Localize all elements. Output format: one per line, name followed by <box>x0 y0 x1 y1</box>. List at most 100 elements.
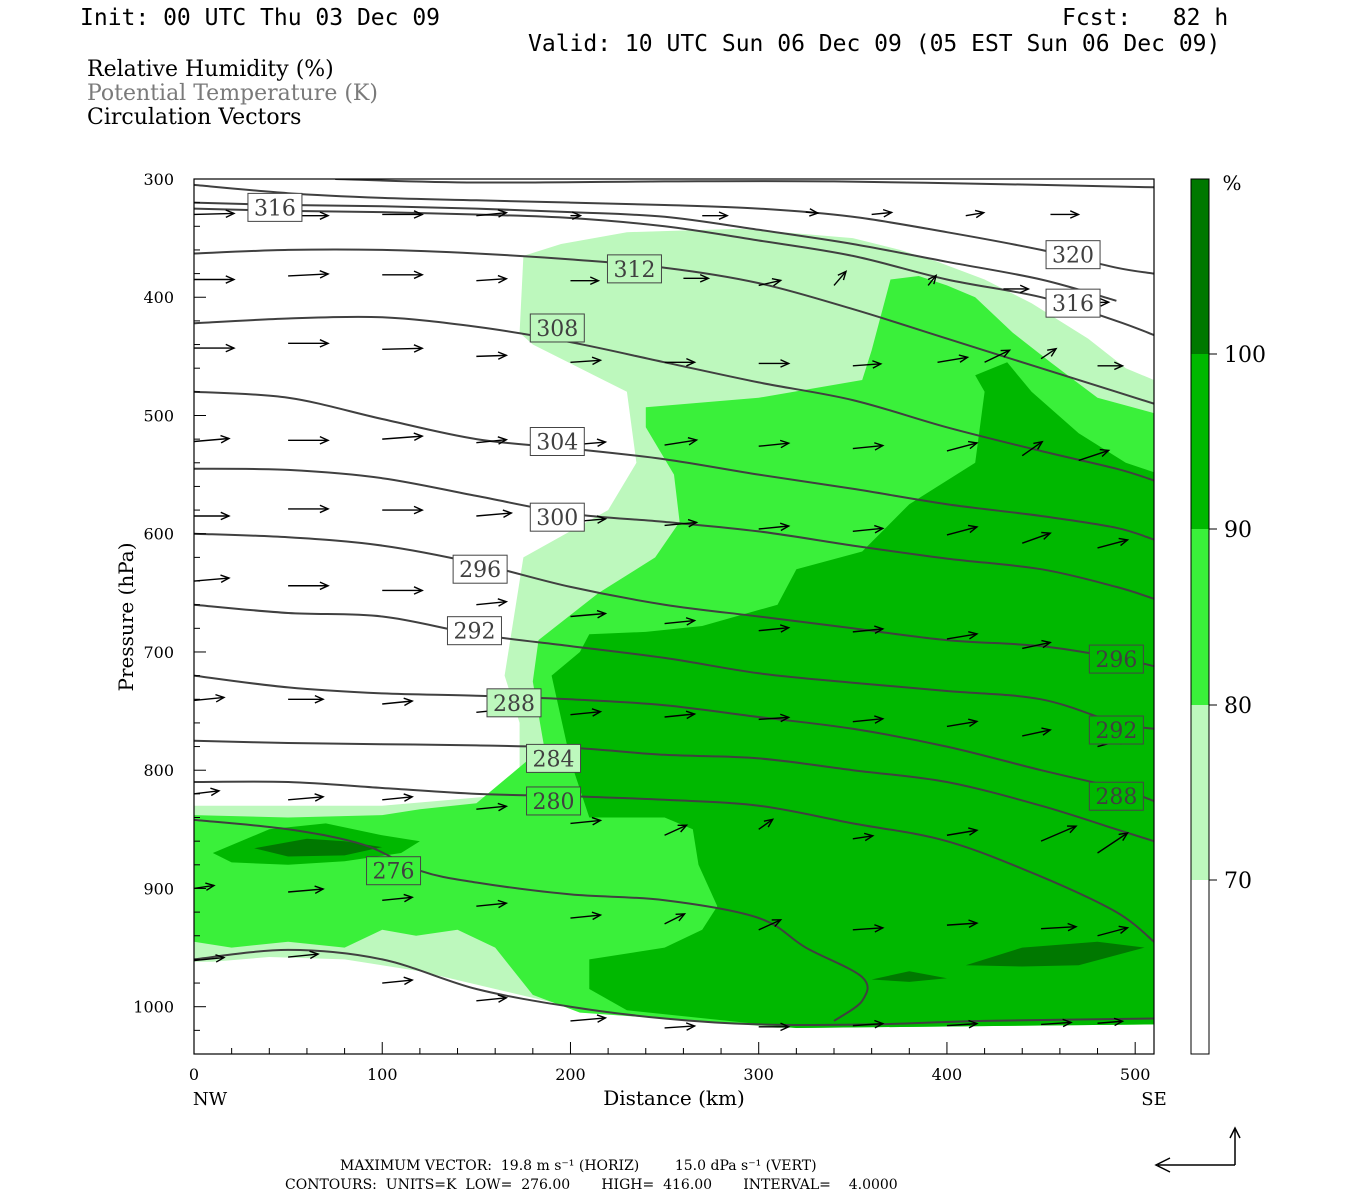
vector-arrowhead <box>314 793 325 802</box>
vector-arrowhead <box>687 518 699 528</box>
circulation-vector <box>1040 825 1077 842</box>
vector-arrowhead <box>1041 727 1052 736</box>
colorbar-segment <box>1191 529 1209 705</box>
contour-label-316: 316 <box>1052 292 1094 317</box>
vector-arrowhead <box>1067 825 1078 834</box>
vector-arrowhead <box>968 718 979 728</box>
y-tick-label: 400 <box>143 288 174 307</box>
init-time: Init: 00 UTC Thu 03 Dec 09 <box>80 5 441 31</box>
circulation-vector <box>194 696 225 702</box>
forecast-hour: Fcst: 82 h <box>1062 5 1229 31</box>
circulation-vector <box>871 211 892 216</box>
vector-arrowhead <box>1041 531 1052 540</box>
vector-arrowhead <box>403 793 414 802</box>
circulation-vector <box>476 512 512 517</box>
contour-label-284: 284 <box>533 747 575 772</box>
vector-arrowhead <box>1019 284 1031 294</box>
vector-arrowhead <box>958 354 970 363</box>
vector-arrowhead <box>1041 639 1052 649</box>
vector-arrowhead <box>779 522 791 532</box>
y-tick-label: 900 <box>143 879 174 898</box>
vector-arrowhead <box>1062 1018 1073 1028</box>
rh-region-100 <box>965 941 1145 967</box>
theta-contour-324 <box>335 179 1154 189</box>
vector-arrowhead <box>1033 440 1044 450</box>
circulation-vector <box>833 270 847 286</box>
contour-label-308: 308 <box>536 317 578 342</box>
contour-label-box <box>366 856 422 886</box>
colorbar-unit: % <box>1222 171 1241 195</box>
circulation-vector <box>1041 1021 1072 1026</box>
circulation-vector <box>194 437 230 443</box>
vector-arrowhead <box>685 1022 697 1031</box>
theta-contour-292 <box>194 603 1154 730</box>
colorbar-level-label: 70 <box>1224 869 1252 894</box>
field-theta-label: Potential Temperature (K) <box>87 81 378 106</box>
contour-label-box <box>529 313 585 343</box>
circulation-vector <box>852 363 881 367</box>
vector-arrowhead <box>413 210 424 219</box>
vector-arrowhead <box>314 885 325 894</box>
vector-arrowhead <box>596 438 608 448</box>
circulation-vector <box>758 818 774 830</box>
contour-label-box <box>486 688 542 718</box>
theta-contour-304 <box>194 390 1154 541</box>
vector-arrowhead <box>591 816 603 826</box>
contour-label-300: 300 <box>536 506 578 531</box>
circulation-vector <box>984 349 1010 363</box>
contour-label-box <box>1045 240 1101 270</box>
vector-layer <box>194 208 1130 1032</box>
vector-arrowhead <box>596 1014 608 1023</box>
vector-arrowhead <box>591 911 603 921</box>
vector-arrowhead <box>319 339 330 348</box>
contour-label-288: 288 <box>1095 785 1137 810</box>
vector-arrowhead <box>225 209 236 218</box>
vector-arrowhead <box>837 270 848 281</box>
vector-arrowhead <box>413 586 424 595</box>
rh-fill-layer <box>194 228 1154 1028</box>
vector-arrowhead <box>1099 448 1111 458</box>
vector-arrowhead <box>319 436 330 445</box>
vector-arrowhead <box>413 270 424 280</box>
theta-contour-280 <box>194 780 1154 943</box>
circulation-vector <box>476 277 507 282</box>
x-tick-label: 500 <box>1120 1065 1151 1084</box>
vector-arrowhead <box>968 827 979 836</box>
y-tick-label: 1000 <box>133 998 174 1017</box>
colorbar-frame <box>1190 178 1210 1055</box>
circulation-vector <box>288 888 324 893</box>
x-tick-label: 0 <box>189 1065 199 1084</box>
y-tick-label: 600 <box>143 525 174 544</box>
vector-arrowhead <box>686 357 697 367</box>
vector-arrowhead <box>596 609 608 619</box>
rh-region-100 <box>871 971 947 982</box>
theta-contour-276 <box>194 948 1154 1027</box>
contour-label-304: 304 <box>536 431 578 456</box>
valid-time: Valid: 10 UTC Sun 06 Dec 09 (05 EST Sun … <box>528 31 1221 57</box>
vector-arrowhead <box>779 439 791 449</box>
circulation-vector <box>852 628 883 633</box>
vector-arrowhead <box>1118 537 1130 547</box>
circulation-vector <box>1097 1020 1123 1024</box>
vector-arrowhead <box>1118 832 1129 841</box>
circulation-vector <box>382 347 423 350</box>
contour-label-292: 292 <box>453 620 495 645</box>
circulation-vector <box>194 956 225 962</box>
vector-arrowhead <box>413 505 424 515</box>
vector-arrowhead <box>220 574 231 583</box>
vector-arrowhead <box>874 1019 885 1029</box>
circulation-vector <box>382 700 413 705</box>
vector-arrowhead <box>771 919 783 928</box>
circulation-vector <box>946 633 978 640</box>
vector-arrowhead <box>874 625 885 634</box>
colorbar-segment <box>1191 179 1209 354</box>
circulation-vector <box>382 796 413 801</box>
colorbar-level-label: 100 <box>1224 343 1266 368</box>
x-axis-title: Distance (km) <box>603 1086 745 1110</box>
vector-arrowhead <box>596 515 608 524</box>
circulation-vector <box>664 824 687 836</box>
vector-arrowhead <box>497 994 509 1003</box>
circulation-vector <box>664 439 697 446</box>
vector-arrowhead <box>1118 925 1130 934</box>
vector-arrowhead <box>677 824 689 833</box>
